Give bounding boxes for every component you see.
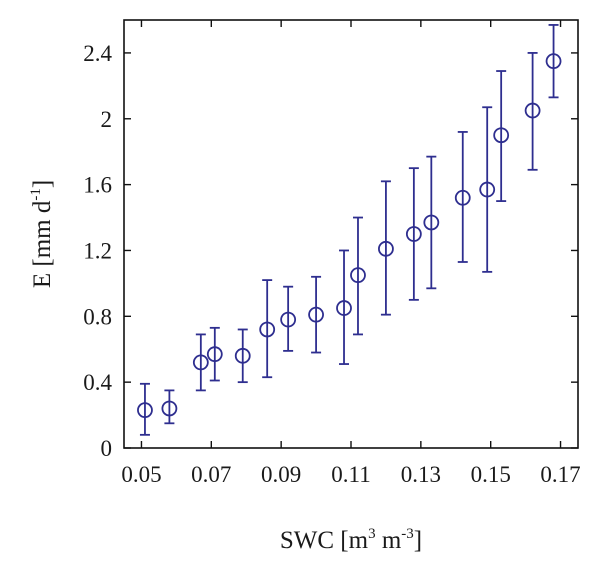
data-point: [350, 267, 366, 284]
y-tick-label: 1.6: [83, 173, 112, 198]
data-point: [161, 400, 178, 417]
error-bar: [352, 216, 363, 336]
data-point: [545, 53, 562, 70]
plot-frame: [123, 19, 579, 449]
y-axis-label-sup: -1: [28, 188, 44, 201]
x-tick-label: 0.05: [121, 462, 161, 487]
data-point: [479, 181, 496, 198]
error-bar: [548, 24, 559, 99]
data-point: [308, 306, 324, 323]
data-point: [378, 240, 394, 257]
data-point: [405, 226, 422, 242]
error-bar: [482, 106, 493, 273]
data-point: [524, 102, 541, 119]
error-bar: [283, 285, 294, 352]
data-point: [192, 354, 209, 371]
data-point: [259, 321, 276, 338]
x-tick-labels: 0.05 0.07 0.09 0.11 0.13 0.15 0.17: [121, 462, 580, 487]
y-tick-labels: 0 0.4 0.8 1.2 1.6 2 2.4: [83, 41, 112, 461]
x-tick-label: 0.09: [261, 462, 301, 487]
error-bar: [209, 326, 220, 382]
error-bar: [139, 382, 150, 436]
y-tick-label: 1.2: [83, 238, 112, 263]
y-axis-label-base: E [mm d: [29, 200, 56, 288]
x-tick-label: 0.13: [401, 462, 441, 487]
error-bar: [457, 131, 468, 263]
data-point: [423, 214, 440, 231]
x-axis-label-sup2: -3: [401, 526, 414, 542]
data-point: [493, 127, 510, 144]
x-tick-label: 0.15: [471, 462, 511, 487]
data-point: [280, 311, 297, 328]
data-point: [206, 346, 223, 363]
y-tick-label: 2.4: [83, 41, 112, 66]
error-bar: [237, 328, 248, 384]
x-axis-label-end: ]: [414, 527, 422, 554]
y-tick-label: 0: [101, 436, 113, 461]
error-bar: [339, 249, 350, 365]
y-tick-label: 0.8: [83, 304, 112, 329]
error-bar: [311, 275, 322, 354]
axis-ticks: [124, 20, 578, 449]
data-point: [454, 189, 471, 206]
x-axis-label-mid: m: [376, 527, 402, 554]
x-axis-label-sup1: 3: [368, 526, 376, 542]
error-bar: [426, 155, 437, 290]
error-bar: [164, 389, 175, 425]
data-markers: [137, 53, 562, 419]
x-axis-label: SWC [m3 m-3]: [280, 526, 422, 554]
error-bar: [527, 52, 538, 171]
y-tick-label: 2: [101, 107, 113, 132]
x-tick-label: 0.17: [540, 462, 580, 487]
y-axis-label-end: ]: [29, 180, 56, 188]
data-point: [234, 347, 251, 364]
data-point: [336, 300, 352, 316]
x-axis-label-base: SWC [m: [280, 527, 369, 554]
x-tick-label: 0.07: [191, 462, 231, 487]
x-tick-label: 0.11: [331, 462, 370, 487]
data-point: [137, 402, 153, 419]
error-bar: [408, 167, 419, 301]
error-bar: [380, 180, 391, 316]
error-bar: [195, 333, 206, 392]
error-bar: [496, 70, 507, 202]
y-tick-label: 0.4: [83, 370, 112, 395]
y-axis-label: E [mm d-1]: [28, 180, 56, 288]
error-bar: [262, 279, 273, 379]
error-bars: [139, 24, 559, 436]
